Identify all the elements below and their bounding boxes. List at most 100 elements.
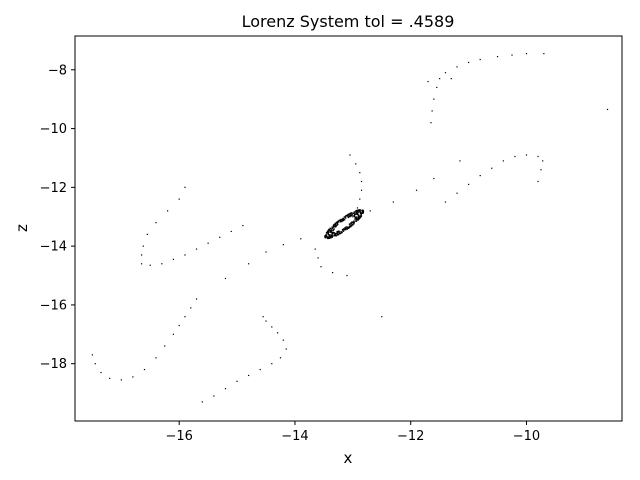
attractor-point [359, 209, 361, 212]
attractor-point [349, 212, 352, 214]
data-point [479, 58, 481, 61]
attractor-point [342, 230, 345, 232]
data-point [132, 376, 134, 378]
attractor-point [337, 223, 339, 225]
attractor-point [330, 230, 332, 232]
attractor-point [358, 215, 360, 217]
attractor-point [332, 224, 335, 227]
data-point [537, 155, 539, 158]
y-tick-label: −14 [40, 240, 67, 255]
data-points [91, 53, 609, 403]
attractor-point [353, 214, 355, 217]
attractor-point [334, 225, 336, 228]
attractor-point [336, 230, 338, 233]
chart-title: Lorenz System tol = .4589 [242, 12, 455, 31]
attractor-point [347, 213, 349, 216]
attractor-point [346, 228, 348, 230]
attractor-point [351, 213, 353, 215]
attractor-point [347, 215, 350, 217]
attractor-point [362, 212, 364, 215]
attractor-point [350, 225, 352, 228]
data-point [195, 298, 198, 300]
attractor-point [324, 235, 326, 237]
attractor-point [331, 232, 334, 235]
attractor-point [348, 225, 351, 228]
attractor-point [353, 222, 355, 224]
attractor-point [339, 232, 342, 235]
attractor-point [347, 227, 350, 229]
data-point [242, 224, 244, 227]
data-point [184, 254, 186, 256]
attractor-point [331, 234, 333, 236]
attractor-point [325, 231, 328, 234]
attractor-point [330, 231, 332, 233]
data-point [282, 339, 284, 341]
data-point [146, 233, 148, 235]
attractor-point [337, 230, 339, 233]
attractor-point [341, 231, 343, 234]
attractor-point [352, 212, 355, 215]
data-point [514, 155, 516, 158]
data-point [300, 238, 302, 240]
data-point [355, 163, 357, 165]
attractor-point [359, 210, 361, 213]
data-point [511, 54, 513, 56]
attractor-point [335, 222, 337, 224]
attractor-point [333, 233, 336, 235]
data-point [120, 379, 122, 381]
attractor-point [355, 213, 357, 215]
plot-frame [74, 35, 623, 422]
attractor-point [346, 227, 349, 229]
attractor-point [335, 224, 338, 227]
attractor-point [358, 217, 360, 219]
attractor-point [351, 221, 353, 223]
data-point [213, 395, 215, 397]
attractor-point [352, 224, 354, 226]
data-point [430, 122, 432, 124]
y-axis-label: z [13, 224, 31, 232]
attractor-point [332, 232, 335, 234]
data-point [356, 207, 359, 209]
attractor-point [347, 214, 349, 217]
attractor-point [349, 214, 351, 216]
attractor-point [354, 212, 356, 214]
attractor-point [348, 226, 351, 229]
data-point [346, 274, 348, 277]
data-point [360, 180, 363, 183]
data-point [444, 201, 447, 203]
data-point [155, 357, 157, 359]
attractor-point [343, 219, 346, 221]
attractor-point [347, 226, 349, 228]
data-point [201, 401, 203, 403]
attractor-point [358, 214, 360, 216]
attractor-point [339, 221, 342, 223]
data-point [265, 251, 267, 253]
attractor-point [351, 214, 353, 217]
attractor-point [328, 229, 330, 231]
data-point [606, 108, 609, 111]
attractor-point [341, 219, 343, 221]
x-tick-label: −10 [513, 429, 540, 444]
data-point [456, 192, 458, 194]
data-point [279, 357, 282, 359]
data-point [450, 78, 452, 80]
attractor-point [326, 236, 328, 238]
attractor-point [360, 214, 362, 216]
attractor-point [344, 227, 347, 229]
attractor-point [330, 229, 333, 231]
attractor-point [329, 231, 331, 233]
attractor-point [358, 218, 360, 220]
attractor-point [326, 237, 329, 239]
data-point [276, 332, 279, 334]
attractor-point [357, 216, 359, 219]
data-point [167, 210, 169, 212]
data-point [285, 348, 287, 350]
y-tick-label: −10 [40, 122, 67, 137]
attractor-point [355, 211, 358, 214]
data-point [359, 172, 361, 174]
attractor-point [335, 235, 337, 237]
data-point [178, 324, 180, 327]
data-point [224, 277, 227, 280]
data-point [195, 248, 198, 250]
